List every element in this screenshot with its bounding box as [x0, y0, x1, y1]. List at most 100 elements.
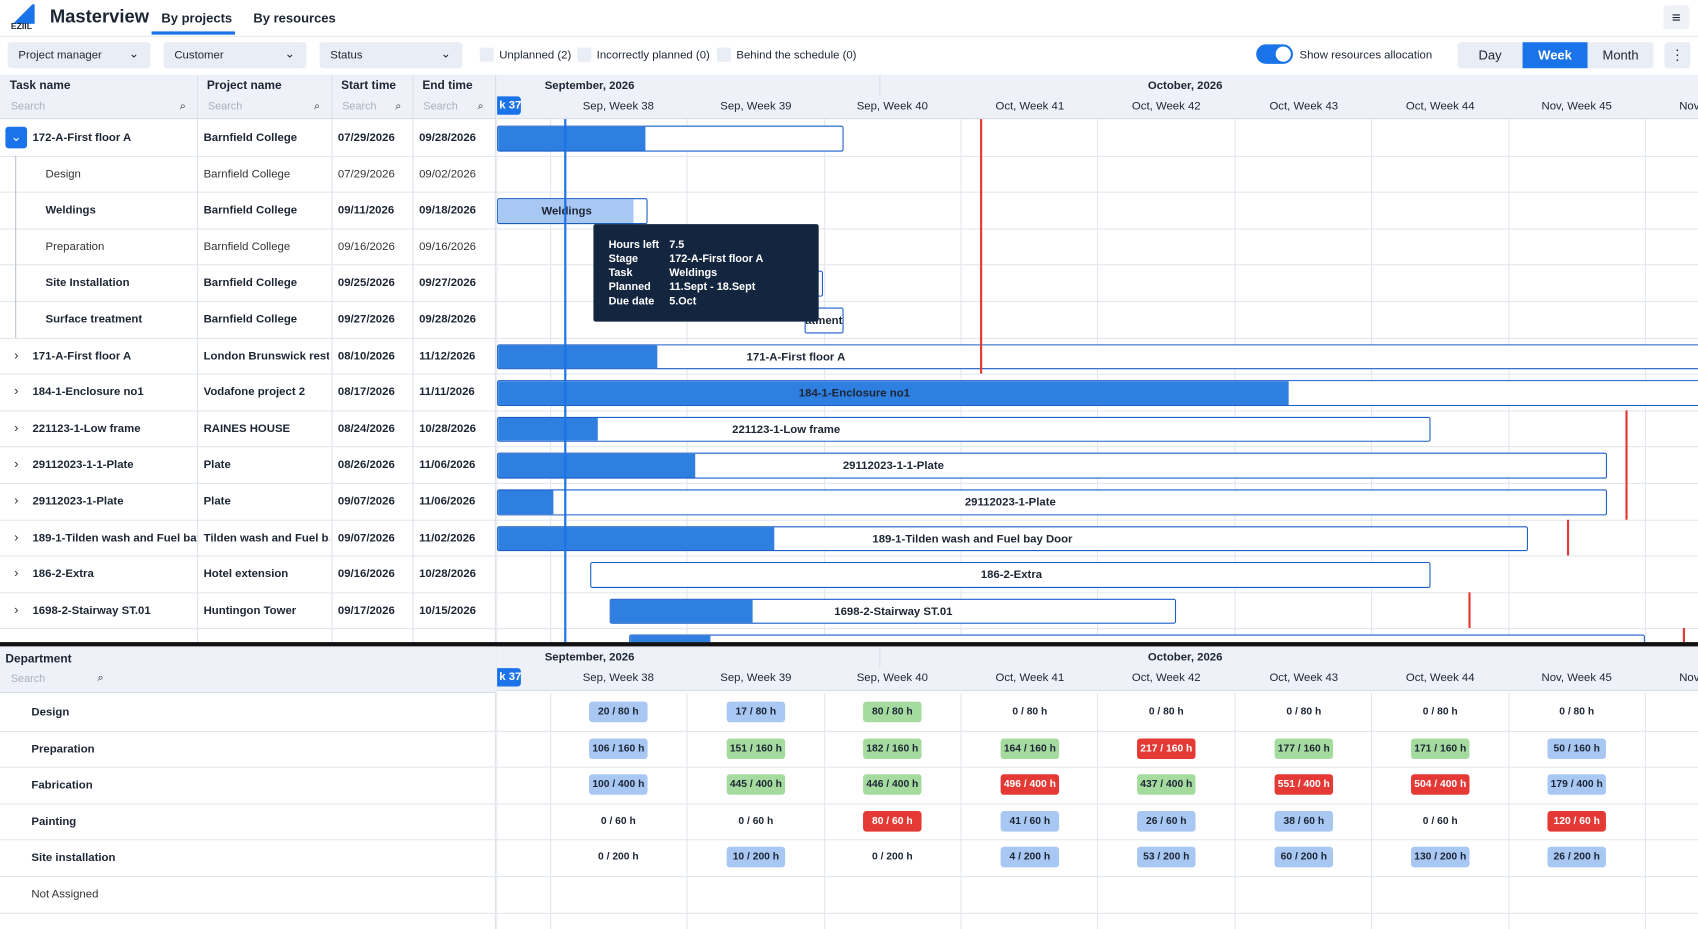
- row-line: [497, 337, 1698, 339]
- filter-dropdown[interactable]: Project manager ⌄: [7, 42, 151, 69]
- cell: Barnfield College: [203, 131, 298, 145]
- cell: 10/28/2026: [419, 422, 477, 436]
- week-label: Nov, Week 45: [1541, 99, 1612, 113]
- gantt-bar[interactable]: 221123-1-Low frame: [497, 416, 1431, 443]
- tooltip-key: Due date: [608, 295, 655, 308]
- tree-line: [15, 228, 17, 265]
- grid-line: [550, 692, 552, 929]
- expand-toggle[interactable]: ›: [14, 529, 19, 545]
- gantt-bar[interactable]: [497, 125, 844, 152]
- tab[interactable]: By projects: [161, 10, 233, 26]
- more-button[interactable]: ⋮: [1664, 42, 1691, 69]
- dropdown-arrow: ⌄: [128, 47, 139, 61]
- tooltip-key: Task: [608, 267, 633, 280]
- row-line: [497, 410, 1698, 412]
- expand-toggle[interactable]: ›: [14, 456, 19, 472]
- grid-line: [1370, 692, 1373, 929]
- top-bar: [0, 0, 1698, 37]
- row-line: [497, 519, 1698, 521]
- week-label: Oct, Week 42: [1131, 671, 1201, 685]
- row-line: [0, 155, 496, 157]
- gantt-bar[interactable]: 1698-2-Stairway ST.01: [609, 598, 1177, 625]
- expand-toggle[interactable]: ›: [14, 601, 19, 617]
- search-field[interactable]: Search: [423, 100, 458, 113]
- allocation-chip: 120 / 60 h: [1547, 810, 1606, 832]
- gantt-bar[interactable]: 171-A-First floor A: [497, 343, 1698, 370]
- cell: 221123-1-Low frame: [32, 422, 141, 436]
- row-line: [0, 337, 496, 339]
- toggle[interactable]: [1256, 44, 1293, 64]
- cell: 07/29/2026: [337, 167, 395, 181]
- department-name: Painting: [31, 815, 77, 829]
- allocation-chip: 106 / 160 h: [589, 738, 648, 759]
- gantt-bar[interactable]: 186-2-Extra: [590, 562, 1431, 588]
- filter-dropdown[interactable]: Status ⌄: [319, 42, 463, 69]
- week-label: Oct, Week 43: [1269, 671, 1339, 685]
- expand-toggle[interactable]: ›: [14, 492, 19, 508]
- row-line: [0, 803, 1698, 805]
- resource-header: [0, 646, 496, 693]
- checkbox[interactable]: [716, 47, 731, 62]
- menu-button[interactable]: ≡: [1663, 5, 1690, 30]
- cell: 11/06/2026: [419, 494, 476, 508]
- allocation-chip: 4 / 200 h: [1000, 847, 1060, 868]
- checkbox[interactable]: [577, 47, 592, 62]
- search-field[interactable]: Search: [207, 100, 243, 113]
- allocation-chip: 0 / 60 h: [1422, 815, 1458, 828]
- allocation-chip: 217 / 160 h: [1137, 738, 1196, 759]
- gantt-bar[interactable]: 184-1-Enclosure no1: [497, 380, 1698, 406]
- allocation-chip: 41 / 60 h: [1000, 810, 1060, 832]
- expand-toggle[interactable]: ›: [14, 347, 19, 363]
- cell: Barnfield College: [203, 240, 291, 254]
- dropdown-label: Project manager: [18, 48, 102, 62]
- cell: Hotel extension: [203, 567, 289, 581]
- gantt-bar[interactable]: 29112023-1-Plate: [497, 489, 1608, 515]
- expand-toggle[interactable]: ⌄: [5, 126, 28, 149]
- tab[interactable]: By resources: [253, 10, 336, 26]
- expand-toggle[interactable]: ›: [14, 419, 19, 436]
- week-label: Oct, Week 44: [1405, 671, 1475, 685]
- expand-toggle[interactable]: ›: [14, 383, 19, 399]
- department-name: Site installation: [31, 851, 116, 865]
- cell: 11/02/2026: [419, 531, 476, 545]
- search-field[interactable]: Search: [10, 100, 46, 113]
- department-name: Preparation: [31, 742, 95, 756]
- search-field[interactable]: Search: [342, 100, 377, 113]
- cell: 184-1-Enclosure no1: [32, 385, 144, 399]
- cell: Site Installation: [45, 276, 130, 290]
- allocation-chip: 130 / 200 h: [1411, 847, 1470, 868]
- tooltip-key: Hours left: [608, 239, 660, 252]
- cell: 189-1-Tilden wash and Fuel bay Door: [32, 531, 197, 545]
- tooltip-key: Planned: [608, 281, 651, 294]
- week-label: Oct, Week 42: [1131, 99, 1201, 113]
- cell: 11/11/2026: [419, 385, 475, 399]
- view-button[interactable]: Month: [1602, 47, 1639, 63]
- allocation-chip: 26 / 60 h: [1137, 810, 1196, 832]
- cell: Plate: [203, 458, 231, 472]
- allocation-chip: 0 / 80 h: [1422, 705, 1458, 718]
- cell: 11/06/2026: [419, 458, 476, 472]
- checkbox[interactable]: [479, 47, 494, 62]
- cell: 09/16/2026: [337, 567, 395, 581]
- row-line: [0, 191, 496, 193]
- search-icon: ⌕: [314, 100, 321, 113]
- gantt-bar[interactable]: 29112023-1-1-Plate: [497, 453, 1608, 479]
- filter-dropdown[interactable]: Customer ⌄: [163, 42, 307, 69]
- row-line: [0, 766, 1698, 768]
- gantt-bar[interactable]: 189-1-Tilden wash and Fuel bay Door: [497, 525, 1528, 552]
- table-shadow: [494, 74, 499, 929]
- view-button[interactable]: Day: [1478, 47, 1502, 63]
- week-label: Oct, Week 41: [995, 671, 1065, 685]
- cell: 08/17/2026: [337, 385, 395, 399]
- expand-toggle[interactable]: ›: [14, 565, 19, 581]
- search-icon: ⌕: [97, 672, 104, 685]
- cell: 29112023-1-1-Plate: [32, 458, 134, 472]
- gantt-bar[interactable]: Weldings: [497, 198, 648, 224]
- row-line: [497, 264, 1698, 266]
- view-button[interactable]: Week: [1522, 42, 1588, 69]
- week-label: Sep, Week 38: [582, 671, 654, 685]
- gantt-bar[interactable]: [629, 634, 1645, 643]
- cell: 09/27/2026: [419, 276, 477, 290]
- search-field[interactable]: Search: [10, 673, 46, 686]
- grid-line: [824, 692, 826, 929]
